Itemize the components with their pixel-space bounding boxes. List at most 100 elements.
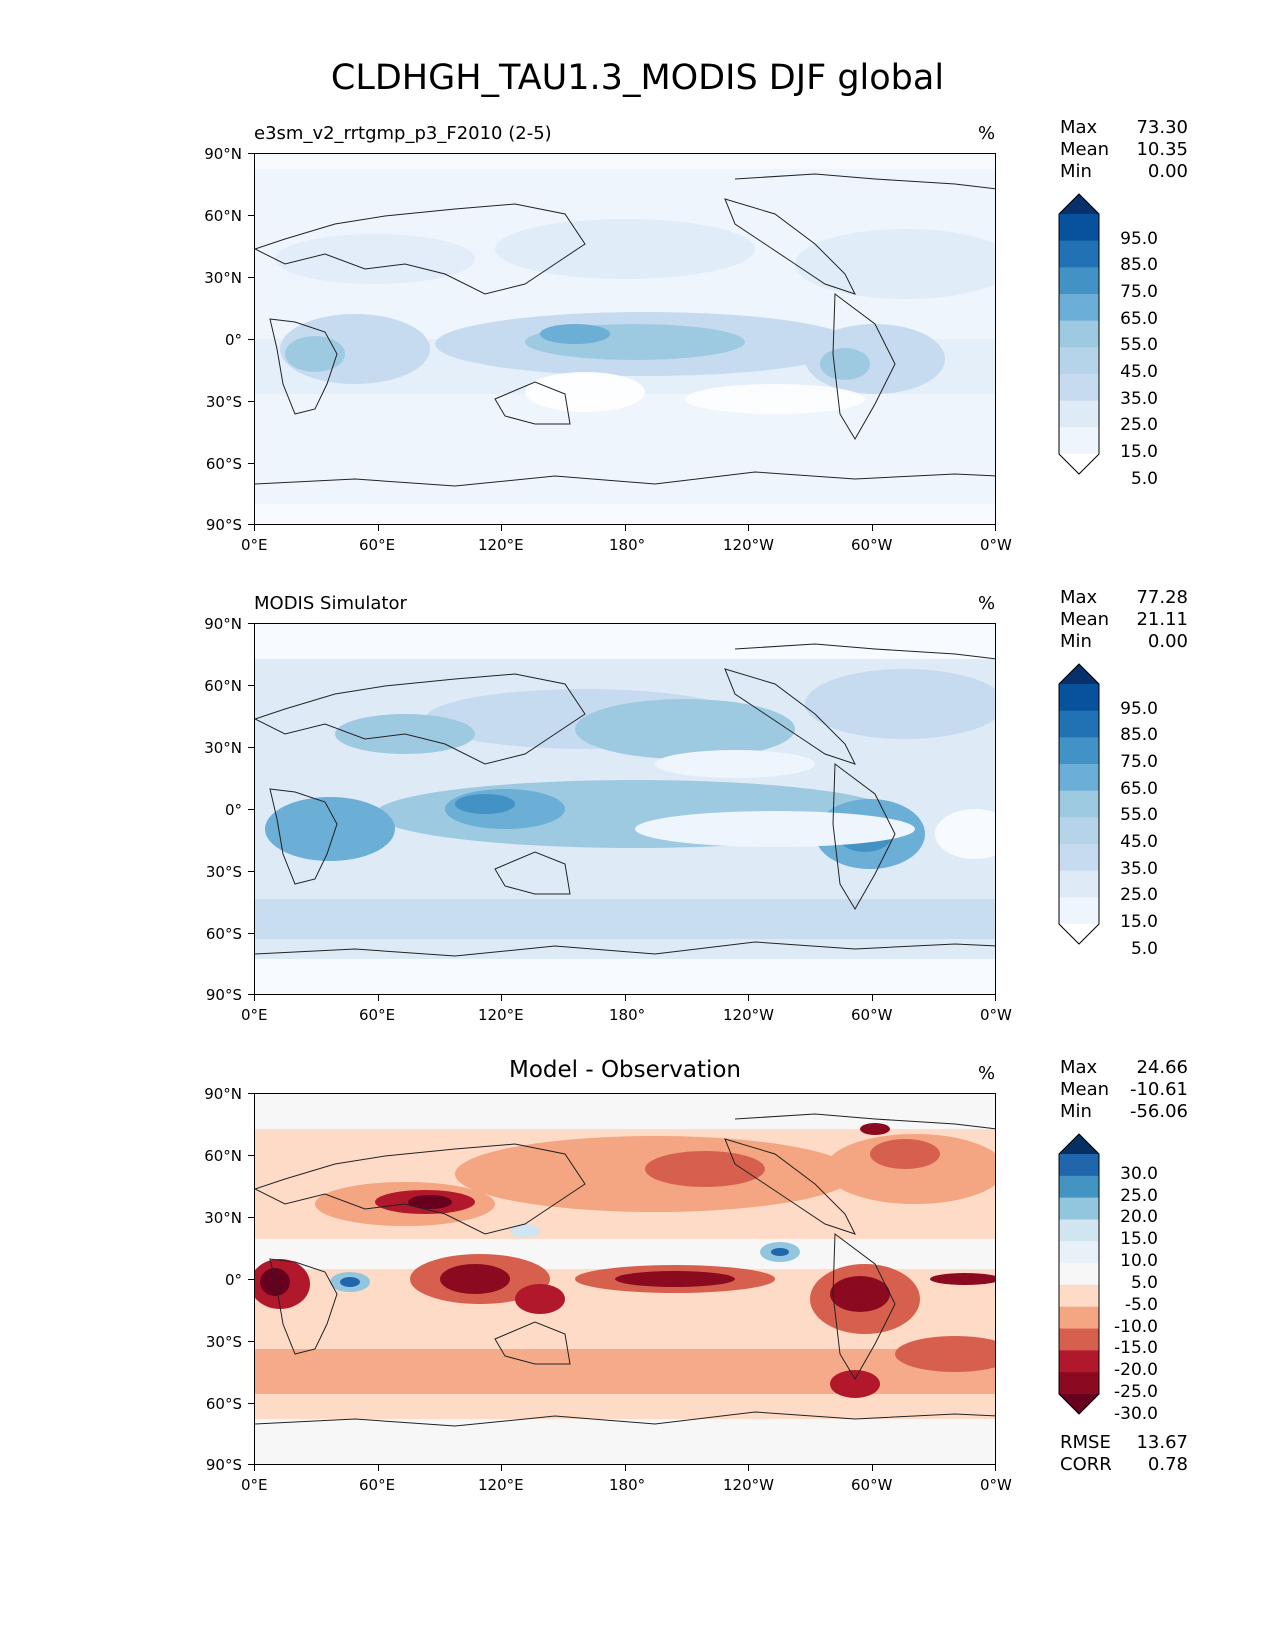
lat-tickmark [248,1155,254,1156]
lat-tick-label: 0° [224,331,242,349]
lon-tickmark [748,525,749,531]
colorbar-segment [1059,897,1099,925]
colorbar-segment [1059,1306,1099,1330]
colorbar-segment [1059,214,1099,242]
colorbar-tick-label: -20.0 [1114,1360,1158,1381]
lat-tick-label: 60°N [204,677,242,695]
units-label: % [978,593,996,614]
lon-tickmark [254,1465,255,1471]
colorbar-tick-label: 75.0 [1120,282,1158,302]
lat-tickmark [248,463,254,464]
lon-tick-label: 0°W [980,1006,1012,1024]
colorbar-segment [1059,1175,1099,1199]
panel-difference: Model - Observation % [0,940,1275,1494]
lat-tick-label: 90°S [205,516,242,534]
colorbar-tick-label: 95.0 [1120,698,1158,719]
stat-label: Max [1060,587,1098,608]
stat-value: 21.11 [1136,609,1188,630]
rmse-value: 13.67 [1136,1432,1188,1453]
lon-tick-label: 180° [609,1006,646,1024]
colorbar-tick-label: 75.0 [1120,752,1158,772]
colorbar-tick-label: 45.0 [1120,832,1158,852]
lon-tickmark [501,525,502,531]
colorbar-tick-label: 10.0 [1120,1251,1158,1272]
rmse-corr-block: RMSE 13.67 CORR 0.78 [1060,1432,1188,1476]
lon-tick-label: 60°E [359,536,396,554]
lat-tick-label: 90°N [204,615,242,633]
lon-tick-label: 180° [609,1476,646,1494]
rmse-label: RMSE [1060,1432,1111,1453]
colorbar-segment [1059,817,1099,845]
lon-tickmark [254,995,255,1001]
colorbar-svg [1058,1133,1100,1415]
stat-value: 77.28 [1136,587,1188,608]
colorbar-tick-label: 15.0 [1120,1229,1158,1250]
colorbar-extend-bottom [1059,1394,1099,1414]
colorbar-segment [1059,790,1099,818]
units-label: % [978,123,996,144]
map-reference-svg [255,624,995,994]
lon-tickmark [254,525,255,531]
colorbar-tick-label: 95.0 [1120,228,1158,249]
colorbar-tick-label: 65.0 [1120,778,1158,799]
lon-tickmark [625,1465,626,1471]
colorbar-segment [1059,320,1099,348]
colorbar-segment [1059,294,1099,322]
map-difference [254,1093,996,1465]
colorbar-tick-label: 65.0 [1120,308,1158,329]
stat-value: 0.00 [1147,631,1188,652]
colorbar-segment [1059,1219,1099,1242]
lon-tickmark [872,995,873,1001]
figure-title: CLDHGH_TAU1.3_MODIS DJF global [330,58,945,98]
lat-tick-label: 30°N [204,269,242,287]
colorbar-svg [1058,663,1100,945]
colorbar-tick-label: 85.0 [1120,255,1158,276]
colorbar: 95.0 85.0 75.0 65.0 55.0 45.0 35.0 25.0 15.0 5.0 [1058,663,1158,959]
stat-value: -56.06 [1129,1101,1188,1122]
lon-tick-label: 60°E [359,1006,396,1024]
lat-tick-label: 60°S [205,925,242,943]
colorbar-tick-label: 15.0 [1120,912,1158,932]
lon-tick-label: 120°E [478,536,524,554]
panel-reference: MODIS Simulator % [0,470,1275,1024]
colorbar-segment [1059,1197,1099,1220]
lat-tickmark [248,685,254,686]
colorbar-tick-label: 35.0 [1120,858,1158,879]
colorbar-outline [1058,193,1100,475]
lat-tickmark [248,277,254,278]
lon-tick-label: 0°E [241,1476,268,1494]
lat-tick-label: 90°S [205,986,242,1004]
stat-label: Max [1060,1057,1098,1078]
lon-tickmark [872,525,873,531]
stat-value: 10.35 [1136,139,1188,160]
lon-tick-label: 120°W [723,1476,774,1494]
map-test [254,153,996,525]
stat-label: Min [1060,631,1092,652]
colorbar-extend-top [1059,194,1099,214]
lon-tick-label: 180° [609,536,646,554]
lon-tick-label: 0°E [241,1006,268,1024]
lon-tick-label: 60°W [851,536,893,554]
lat-tick-label: 60°S [205,455,242,473]
colorbar-tick-label: 20.0 [1120,1207,1158,1228]
lon-tickmark [378,1465,379,1471]
lat-tick-label: 90°N [204,145,242,163]
colorbar-segment [1059,844,1099,872]
stat-value: 73.30 [1136,117,1188,138]
lat-tick-label: 90°S [205,1456,242,1474]
colorbar-tick-label: 55.0 [1120,805,1158,826]
colorbar-tick-label: 5.0 [1130,938,1158,959]
colorbar-outline [1058,1133,1100,1415]
stats-block: Max 73.30 Mean 10.35 Min 0.00 [1060,117,1188,183]
colorbar-segment [1059,1154,1099,1177]
colorbar-segment [1059,427,1099,455]
colorbar-tick-label: 45.0 [1120,362,1158,382]
colorbar: 30.0 25.0 20.0 15.0 10.0 5.0 -5.0 -10.0 -15.0 -20… [1058,1133,1158,1424]
lon-tickmark [748,995,749,1001]
lat-tickmark [248,871,254,872]
colorbar-segment [1059,870,1099,898]
lon-tick-label: 60°E [359,1476,396,1494]
stat-label: Min [1060,1101,1092,1122]
stat-label: Max [1060,117,1098,138]
lon-tick-label: 60°W [851,1476,893,1494]
